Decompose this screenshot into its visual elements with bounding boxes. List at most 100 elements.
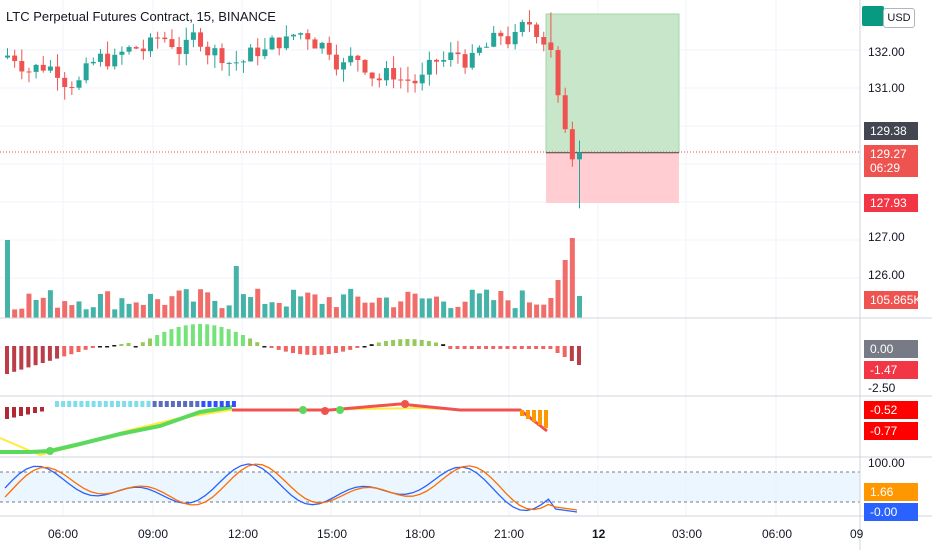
trend-cloud-bar	[219, 401, 224, 407]
macd-bar	[19, 346, 24, 370]
candle-body	[376, 78, 382, 81]
volume-bar	[148, 293, 153, 318]
candle-body	[162, 37, 168, 40]
trend-hist-bar	[5, 407, 9, 419]
currency-tab[interactable]	[862, 6, 884, 26]
candle-body	[341, 62, 347, 70]
candle-body	[169, 39, 175, 48]
stoch-d-line	[4, 463, 578, 511]
time-label: 03:00	[672, 527, 703, 541]
macd-bar	[97, 346, 102, 348]
macd-bar	[319, 346, 324, 355]
macd-bar	[505, 346, 510, 349]
volume-bar	[140, 304, 146, 318]
trend-hist-bar	[526, 410, 530, 419]
candle-body	[412, 80, 418, 84]
volume-bar	[541, 304, 547, 318]
candle-body	[148, 37, 153, 52]
time-label: 12:00	[228, 527, 259, 541]
trend-cloud-bar	[177, 401, 181, 407]
volume-bar	[484, 289, 490, 318]
candle-body	[298, 33, 304, 35]
trend-cloud-bar	[91, 401, 96, 407]
trend-cloud-bar	[103, 401, 108, 407]
trend-cloud-bar	[61, 401, 66, 407]
volume-bar	[12, 309, 18, 318]
candle-body	[62, 77, 68, 88]
volume-bar	[455, 306, 461, 318]
candle-body	[26, 71, 32, 73]
trend-signal-dot	[299, 406, 307, 414]
volume-bar	[348, 288, 354, 318]
chart-grid	[0, 0, 860, 516]
volume-bar	[519, 290, 525, 318]
macd-bar	[76, 346, 81, 352]
volume-bar	[76, 301, 82, 318]
candle-body	[455, 52, 461, 55]
macd-bar	[419, 339, 424, 346]
volume-bar	[448, 308, 454, 318]
volume-bar	[376, 297, 382, 318]
volume-bar	[90, 307, 96, 318]
price-label-131: 131.00	[868, 81, 905, 95]
macd-bar	[476, 346, 481, 349]
macd-level-label: -2.50	[868, 381, 896, 395]
volume-bar	[312, 294, 318, 318]
macd-bar	[469, 346, 474, 349]
macd-bar	[405, 339, 410, 346]
macd-bar	[212, 325, 217, 346]
volume-bar	[555, 280, 561, 318]
long-position-tool[interactable]	[0, 13, 860, 203]
trend-cloud-bar	[170, 401, 175, 407]
macd-bar	[276, 346, 281, 350]
candle-body	[434, 59, 439, 62]
trend-signal-dot	[321, 407, 329, 415]
time-label-day: 12	[592, 527, 606, 541]
time-label: 15:00	[317, 527, 348, 541]
macd-bar	[426, 341, 431, 346]
candle-body	[255, 47, 261, 57]
candle-body	[355, 55, 361, 60]
macd-bar	[233, 331, 238, 346]
macd-bar	[40, 346, 45, 363]
volume-bar	[534, 304, 540, 318]
stoch-top-label: 100.00	[868, 456, 905, 470]
volume-bar	[5, 240, 10, 318]
macd-bar	[562, 346, 567, 357]
currency-button[interactable]: USD	[883, 8, 915, 28]
last-price-value: 129.27	[870, 147, 907, 161]
macd-bar	[140, 342, 145, 346]
candle-body	[398, 79, 404, 81]
candle-body	[155, 37, 161, 39]
macd-bar	[348, 346, 353, 350]
macd-bar	[269, 346, 274, 349]
candle-body	[577, 152, 582, 160]
volume-bar	[83, 309, 89, 318]
stop-price-tag: 127.93	[864, 194, 918, 212]
candle-body	[383, 68, 389, 81]
candle-body	[505, 36, 511, 45]
macd-bar	[548, 346, 553, 349]
macd-bar	[569, 346, 574, 361]
trend-hist-bar	[26, 407, 30, 415]
volume-bar	[569, 238, 575, 318]
macd-bar	[391, 339, 396, 346]
macd-bar	[183, 325, 188, 346]
macd-bar	[462, 346, 467, 349]
candle-body	[283, 36, 289, 49]
volume-bar	[219, 308, 225, 318]
candle-body	[105, 53, 111, 67]
stoch-k-line	[4, 463, 578, 513]
macd-zero-tag: 0.00	[864, 340, 918, 358]
candle-body	[5, 55, 10, 58]
time-label: 09	[850, 527, 864, 541]
trend-cloud-bar	[55, 401, 59, 407]
candle-body	[119, 51, 125, 55]
macd-bar	[255, 342, 260, 346]
volume-bar	[383, 297, 389, 318]
volume-bar	[19, 308, 25, 318]
volume-bar	[426, 298, 432, 318]
last-price-tag: 129.27 06:29	[864, 145, 918, 177]
trend-cloud-bar	[152, 401, 157, 407]
